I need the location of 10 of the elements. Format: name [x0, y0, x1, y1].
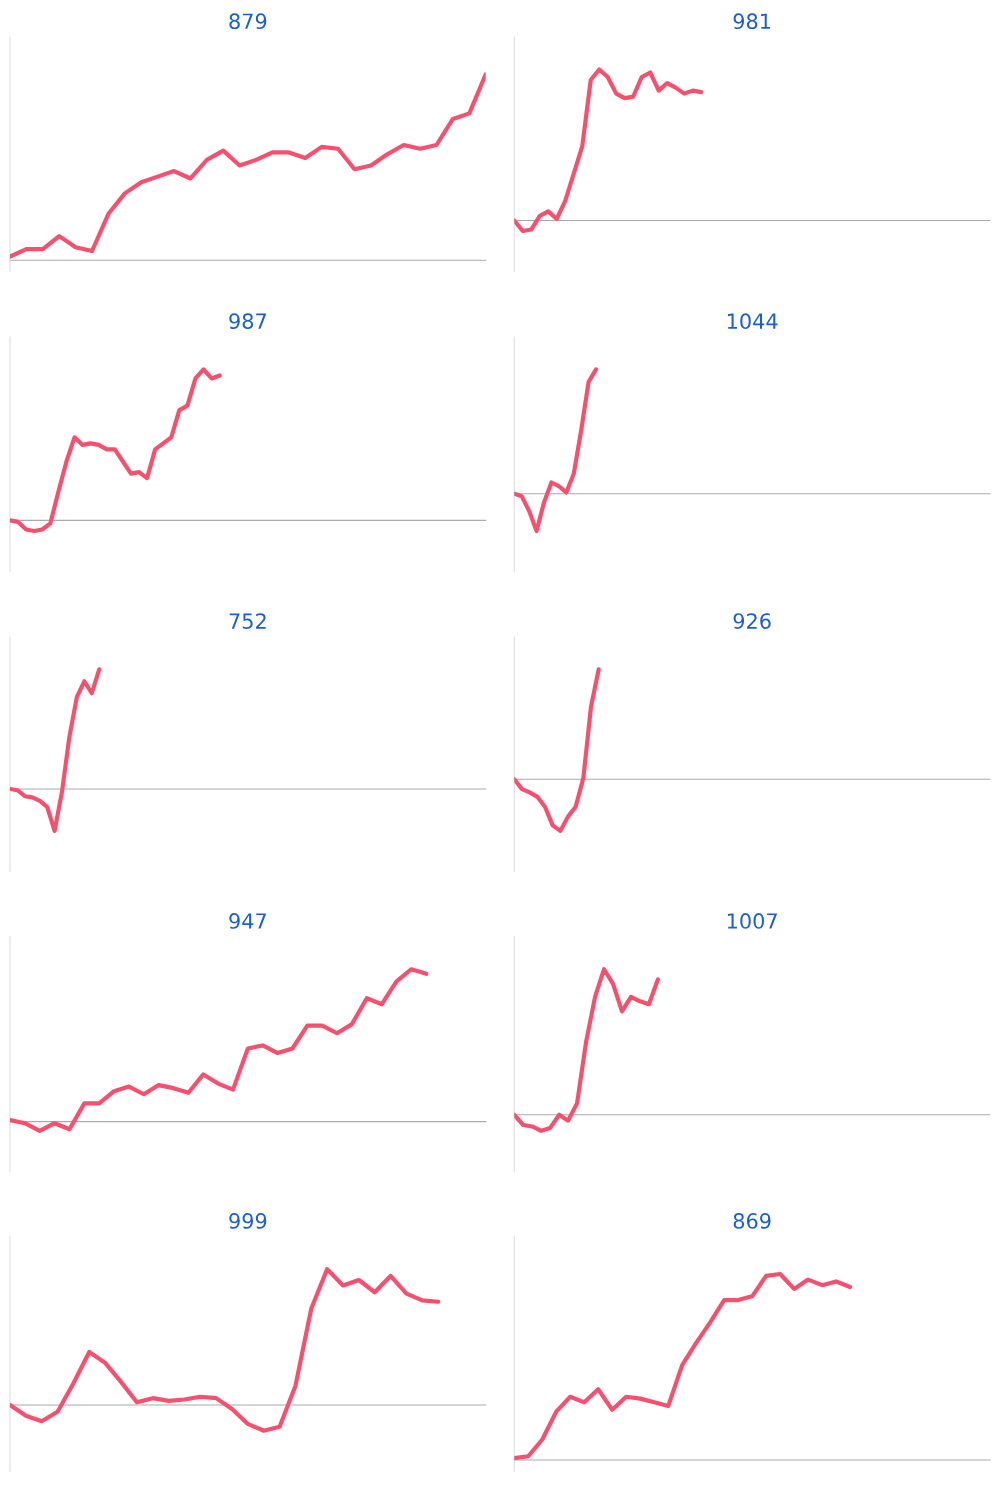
chart-title: 1007 [727, 913, 777, 929]
chart-title: 999 [229, 1213, 267, 1229]
chart-title: 879 [229, 13, 267, 30]
chart-title: 947 [229, 913, 266, 929]
chart-title: 869 [733, 1213, 771, 1229]
chart-title: 926 [733, 613, 771, 629]
chart-title: 987 [229, 313, 266, 330]
chart-title: 752 [229, 613, 266, 629]
chart-title: 981 [733, 13, 771, 30]
chart-title: 1044 [727, 313, 778, 330]
